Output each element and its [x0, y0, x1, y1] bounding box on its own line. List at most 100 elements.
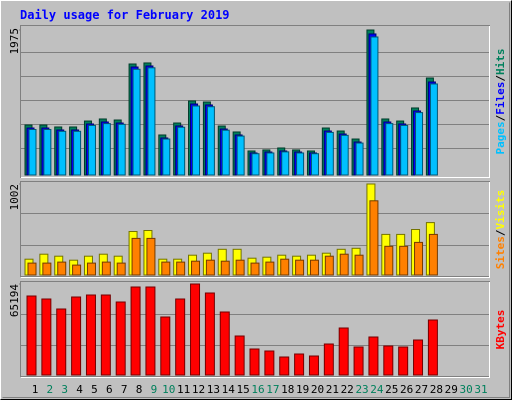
x-tick-label: 13	[207, 383, 220, 396]
bar	[28, 128, 37, 176]
bar	[27, 262, 37, 276]
bar	[339, 253, 349, 276]
x-tick-label: 14	[222, 383, 236, 396]
bar	[205, 259, 215, 276]
bar	[87, 124, 96, 176]
bar	[160, 316, 171, 376]
bar	[340, 134, 349, 176]
bar	[42, 262, 52, 276]
bar	[400, 124, 409, 176]
x-tick-label: 24	[370, 383, 384, 396]
y-tick-label: 65194	[8, 284, 21, 317]
x-tick-label: 15	[237, 383, 250, 396]
bar	[117, 123, 126, 176]
bar	[308, 355, 319, 376]
bar	[280, 258, 290, 276]
bar	[250, 262, 260, 276]
bar	[221, 129, 230, 176]
legend-entry: Pages	[494, 121, 507, 154]
bar	[191, 260, 201, 276]
bar	[190, 283, 201, 376]
bar	[220, 260, 230, 276]
x-tick-label: 3	[61, 383, 68, 396]
bar	[338, 327, 349, 376]
x-tick-label: 27	[415, 383, 428, 396]
bar	[85, 294, 96, 376]
bar	[429, 83, 438, 176]
legend-entry: Hits	[494, 49, 507, 76]
x-tick-label: 28	[430, 383, 443, 396]
bar	[354, 254, 364, 276]
bar	[325, 131, 334, 176]
x-tick-label: 31	[474, 383, 487, 396]
x-tick-label: 26	[400, 383, 413, 396]
bar	[415, 112, 424, 176]
bar	[43, 128, 52, 176]
x-tick-label: 12	[192, 383, 205, 396]
x-tick-label: 7	[121, 383, 128, 396]
bar	[310, 153, 319, 176]
bar	[206, 106, 215, 176]
legend-entry: Visits	[494, 190, 507, 230]
x-tick-label: 9	[151, 383, 158, 396]
bar	[296, 152, 305, 176]
legend-entry: KBytes	[494, 310, 507, 350]
bar	[398, 346, 409, 376]
bar	[295, 259, 305, 276]
x-tick-label: 1	[32, 383, 39, 396]
x-tick-label: 6	[106, 383, 113, 396]
bar	[219, 311, 230, 376]
bar	[427, 319, 438, 376]
bar	[414, 241, 424, 276]
x-tick-label: 4	[76, 383, 83, 396]
bar	[175, 298, 186, 376]
legend-separator: /	[494, 114, 507, 121]
bar	[102, 123, 111, 176]
bar	[428, 233, 438, 276]
bar	[294, 353, 305, 376]
bar	[323, 343, 334, 376]
x-tick-label: 18	[281, 383, 294, 396]
x-tick-label: 11	[177, 383, 190, 396]
bar	[370, 36, 379, 176]
bar	[355, 142, 364, 176]
x-tick-label: 21	[326, 383, 339, 396]
chart-title: Daily usage for February 2019	[20, 8, 230, 22]
x-tick-label: 5	[91, 383, 98, 396]
bar	[385, 123, 394, 176]
bar	[324, 255, 334, 276]
bar	[73, 130, 82, 176]
bar	[266, 152, 275, 176]
x-tick-label: 22	[341, 383, 354, 396]
x-tick-label: 2	[47, 383, 54, 396]
bar	[281, 151, 290, 176]
bar	[101, 261, 111, 276]
bar	[146, 237, 156, 276]
bar	[383, 345, 394, 376]
bar	[234, 335, 245, 376]
bar	[41, 298, 52, 376]
x-tick-label: 17	[266, 383, 279, 396]
bar	[176, 261, 186, 276]
legend-entry: Files	[494, 82, 507, 115]
bar	[192, 105, 201, 176]
y-tick-label: 1975	[8, 28, 21, 55]
x-tick-label: 30	[460, 383, 473, 396]
x-tick-label: 16	[251, 383, 264, 396]
bar	[116, 262, 126, 276]
x-tick-label: 10	[162, 383, 175, 396]
bar	[71, 296, 82, 376]
bar	[368, 336, 379, 376]
bar	[115, 301, 126, 376]
x-tick-label: 25	[385, 383, 398, 396]
bar	[145, 286, 156, 376]
legend-separator: /	[494, 229, 507, 236]
bar	[147, 67, 156, 176]
bar	[26, 295, 37, 376]
bar	[58, 130, 67, 176]
bar	[249, 348, 260, 376]
bar	[57, 261, 67, 276]
